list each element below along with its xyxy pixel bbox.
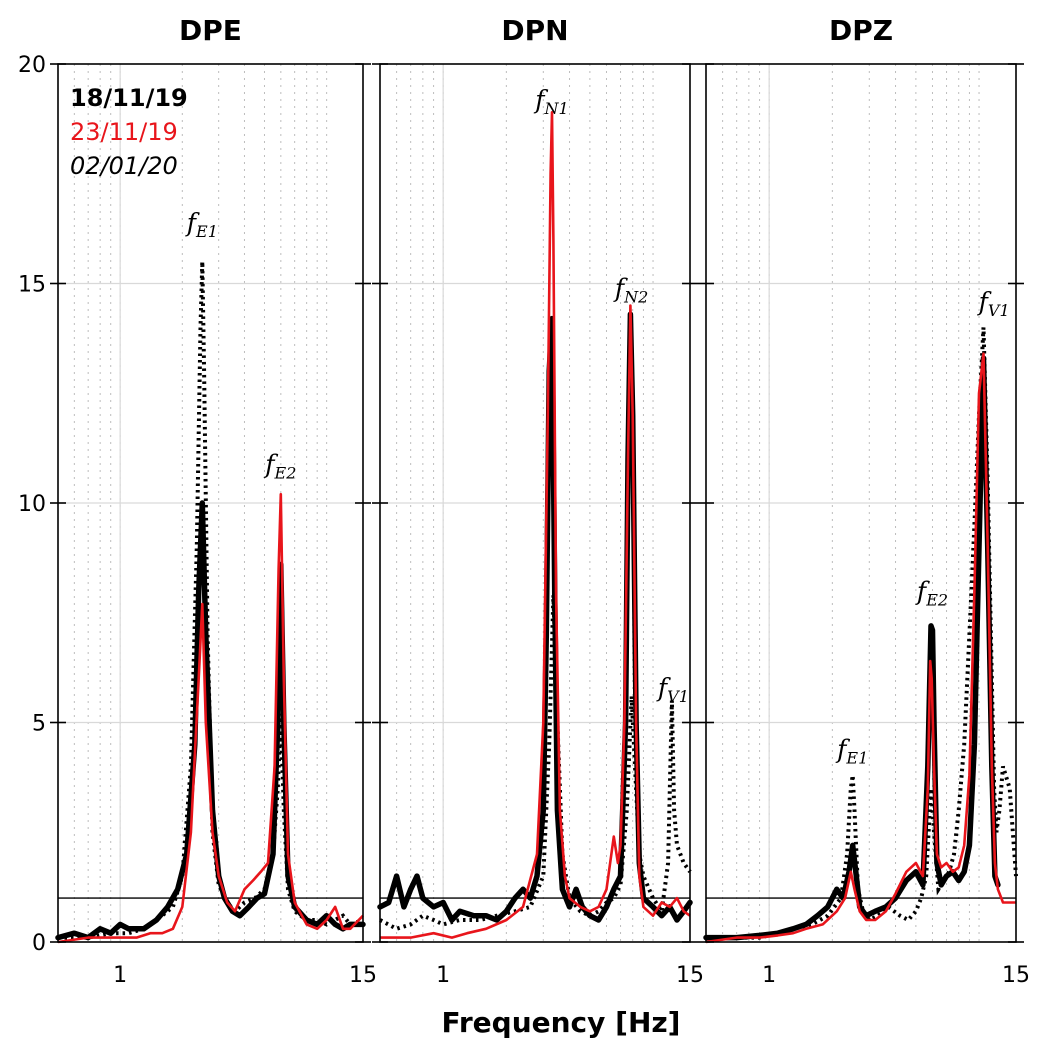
chart-panels: DPE 1 15 fE1 fE2 0 5 10 15 20 18/11/19 23/11/19 02/0… xyxy=(18,14,1030,988)
y-tick-label: 5 xyxy=(32,712,46,737)
legend-entry: 02/01/20 xyxy=(70,152,178,180)
panel-dpn: DPN 1 15 fN1 fN2 fV1 xyxy=(372,14,704,988)
x-tick-label: 15 xyxy=(676,963,704,988)
panel-title: DPE xyxy=(179,14,242,47)
legend-entry: 23/11/19 xyxy=(70,118,178,146)
y-tick-label: 0 xyxy=(32,931,46,956)
y-tick-label: 20 xyxy=(18,53,46,78)
panel-dpz: DPZ 1 15 fE1 fE2 fV1 xyxy=(698,14,1030,988)
x-tick-label: 1 xyxy=(113,963,127,988)
peak-annotation-e1: fE1 xyxy=(835,735,868,768)
peak-annotation-v1: fV1 xyxy=(656,673,689,706)
x-axis-label: Frequency [Hz] xyxy=(442,1006,681,1039)
peak-annotation-v1: fV1 xyxy=(977,287,1010,320)
series-line-23-11-19 xyxy=(57,492,364,944)
peak-annotation-n2: fN2 xyxy=(613,274,648,307)
x-tick-label: 15 xyxy=(1002,963,1030,988)
panel-title: DPN xyxy=(501,14,568,47)
y-tick-label: 15 xyxy=(18,273,46,298)
x-tick-label: 1 xyxy=(762,963,776,988)
peak-annotation-n1: fN1 xyxy=(533,85,568,118)
panel-dpe: DPE 1 15 fE1 fE2 0 5 10 15 20 18/11/19 23/11/19 02/0… xyxy=(18,14,377,988)
peak-annotation-e1: fE1 xyxy=(185,208,218,241)
y-tick-label: 10 xyxy=(18,492,46,517)
panel-title: DPZ xyxy=(829,14,893,47)
series-line-02-01-20 xyxy=(58,261,364,940)
series-line-23-11-19 xyxy=(705,352,1016,944)
x-tick-label: 15 xyxy=(349,963,377,988)
x-tick-label: 1 xyxy=(436,963,450,988)
series-line-18-11-19 xyxy=(703,355,1001,941)
series-line-23-11-19 xyxy=(380,111,691,939)
peak-annotation-e2: fE2 xyxy=(263,449,296,482)
legend: 18/11/19 23/11/19 02/01/20 xyxy=(70,84,188,180)
series-line-02-01-20 xyxy=(379,595,692,931)
legend-entry: 18/11/19 xyxy=(70,84,188,112)
peak-annotation-e2: fE2 xyxy=(915,577,948,610)
